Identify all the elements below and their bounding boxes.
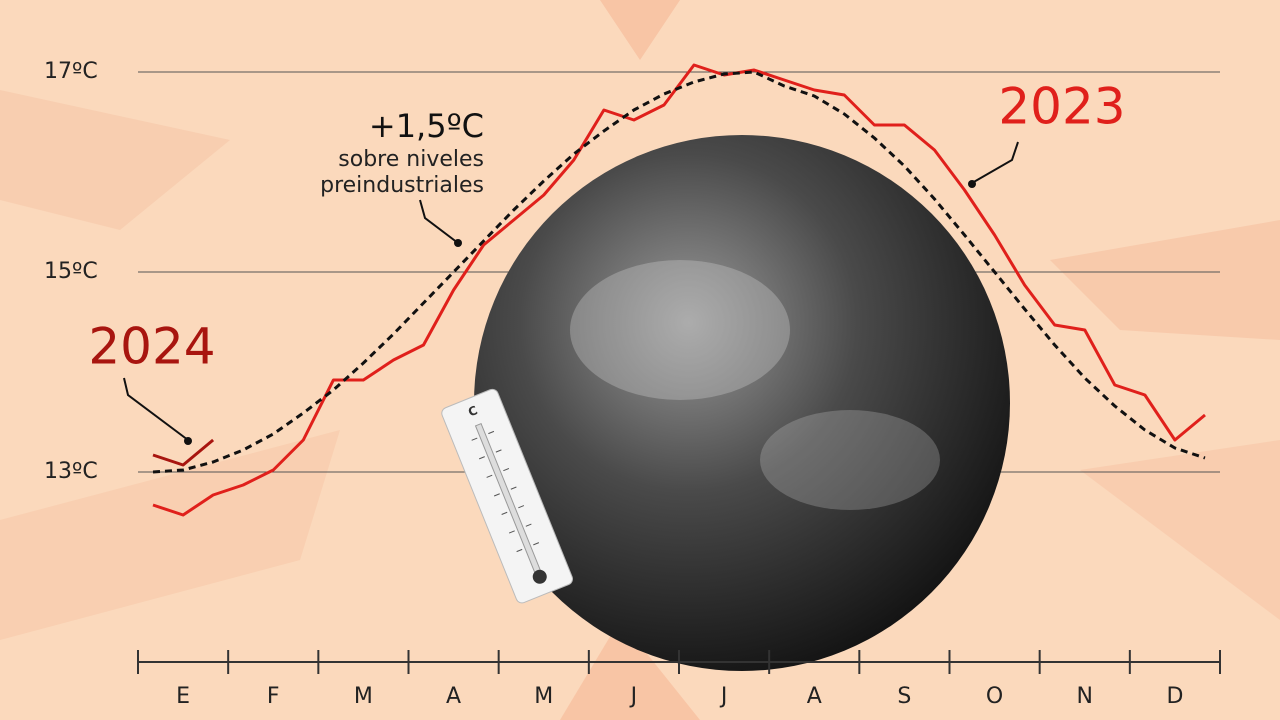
decor: [0, 430, 340, 640]
x-tick-label: A: [807, 684, 822, 709]
annotation: preindustriales: [320, 173, 484, 198]
x-tick-label: F: [267, 684, 280, 709]
series-line: [152, 438, 215, 467]
x-tick-label: M: [354, 684, 373, 709]
leader-dot: [454, 239, 462, 247]
leader-line: [123, 377, 189, 441]
globe: [474, 135, 1010, 671]
grid: 13ºC 15ºC 17ºC: [44, 59, 1220, 484]
x-tick-label: S: [897, 684, 911, 709]
x-tick-label: O: [986, 684, 1003, 709]
series-line: [152, 70, 1206, 474]
leader-dot: [968, 180, 976, 188]
series-line: [152, 63, 1206, 517]
x-tick-label: J: [719, 684, 728, 709]
leader-dot: [184, 437, 192, 445]
annotation: sobre niveles: [338, 147, 484, 172]
x-tick-label: A: [446, 684, 461, 709]
y-tick-label: 17ºC: [44, 59, 98, 84]
leader-line: [971, 141, 1019, 184]
x-tick-label: D: [1166, 684, 1183, 709]
y-tick-label: 13ºC: [44, 459, 98, 484]
x-tick-label: N: [1077, 684, 1093, 709]
decor: [600, 0, 680, 60]
lines: [152, 63, 1206, 517]
leader-line: [419, 199, 459, 244]
decor: [1080, 440, 1280, 620]
clouds: [570, 260, 790, 400]
decor: [560, 620, 700, 720]
series-label: 2023: [998, 78, 1125, 136]
decor: [0, 90, 230, 230]
series-label: 2024: [88, 318, 215, 376]
decor: [1050, 220, 1280, 340]
series-label: +1,5ºC: [369, 107, 484, 145]
clouds: [760, 410, 940, 510]
thermometer: C: [441, 388, 573, 604]
x-tick-label: M: [534, 684, 553, 709]
x-tick-label: J: [629, 684, 638, 709]
y-tick-label: 15ºC: [44, 259, 98, 284]
x-tick-label: E: [176, 684, 190, 709]
